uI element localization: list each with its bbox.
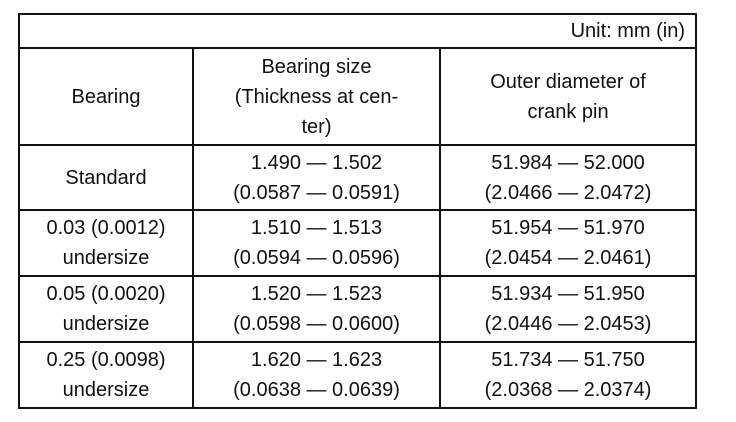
bearing-label: Standard bbox=[65, 166, 147, 189]
bearing-size-mm: 1.520 — 1.523 bbox=[250, 283, 383, 305]
bearing-size-in: (0.0638 — 0.0639) bbox=[233, 379, 400, 401]
unit-row: Unit: mm (in) bbox=[17, 13, 698, 49]
header-outer-diameter: Outer diameter of crank pin bbox=[438, 47, 698, 146]
bearing-cell: 0.25 (0.0098) undersize bbox=[18, 341, 194, 409]
bearing-cell: 0.05 (0.0020) undersize bbox=[18, 275, 194, 343]
outer-diameter-mm: 51.954 — 51.970 bbox=[491, 217, 645, 239]
header-bearing-size-line-2: (Thickness at cen- bbox=[234, 85, 399, 108]
bearing-cell: Standard bbox=[18, 144, 194, 211]
bearing-size-in: (0.0587 — 0.0591) bbox=[233, 181, 400, 204]
outer-diameter-cell: 51.734 — 51.750 (2.0368 — 2.0374) bbox=[438, 341, 698, 409]
bearing-undersize-label: undersize bbox=[62, 313, 150, 335]
header-bearing-size: Bearing size (Thickness at cen- ter) bbox=[192, 47, 441, 146]
bearing-size-cell: 1.620 — 1.623 (0.0638 — 0.0639) bbox=[192, 341, 441, 409]
bearing-size-mm: 1.620 — 1.623 bbox=[250, 349, 383, 371]
unit-note: Unit: mm (in) bbox=[17, 13, 698, 49]
bearing-label: 0.05 (0.0020) bbox=[46, 283, 166, 305]
outer-diameter-in: (2.0368 — 2.0374) bbox=[484, 379, 652, 401]
outer-diameter-mm: 51.734 — 51.750 bbox=[491, 349, 645, 371]
header-bearing-size-line-3: ter) bbox=[301, 115, 332, 138]
table-row: 0.25 (0.0098) undersize 1.620 — 1.623 (0… bbox=[18, 341, 698, 409]
outer-diameter-mm: 51.934 — 51.950 bbox=[491, 283, 645, 305]
bearing-size-cell: 1.520 — 1.523 (0.0598 — 0.0600) bbox=[192, 275, 441, 343]
bearing-size-mm: 1.510 — 1.513 bbox=[250, 217, 383, 239]
outer-diameter-cell: 51.934 — 51.950 (2.0446 — 2.0453) bbox=[438, 275, 698, 343]
table-row: 0.05 (0.0020) undersize 1.520 — 1.523 (0… bbox=[18, 275, 698, 343]
bearing-size-cell: 1.510 — 1.513 (0.0594 — 0.0596) bbox=[192, 209, 441, 277]
bearing-size-mm: 1.490 — 1.502 bbox=[250, 151, 383, 174]
bearing-label: 0.25 (0.0098) bbox=[46, 349, 166, 371]
header-outer-diameter-line-1: Outer diameter of bbox=[490, 70, 646, 93]
header-bearing: Bearing bbox=[18, 47, 194, 146]
bearing-size-cell: 1.490 — 1.502 (0.0587 — 0.0591) bbox=[192, 144, 441, 211]
outer-diameter-in: (2.0446 — 2.0453) bbox=[484, 313, 652, 335]
table-row: Standard 1.490 — 1.502 (0.0587 — 0.0591)… bbox=[18, 144, 698, 211]
bearing-undersize-label: undersize bbox=[62, 247, 150, 269]
outer-diameter-mm: 51.984 — 52.000 bbox=[491, 151, 645, 174]
bearing-size-in: (0.0598 — 0.0600) bbox=[233, 313, 400, 335]
outer-diameter-in: (2.0454 — 2.0461) bbox=[484, 247, 652, 269]
outer-diameter-cell: 51.984 — 52.000 (2.0466 — 2.0472) bbox=[438, 144, 698, 211]
header-row: Bearing Bearing size (Thickness at cen- … bbox=[18, 47, 698, 146]
header-outer-diameter-line-2: crank pin bbox=[527, 100, 609, 123]
outer-diameter-in: (2.0466 — 2.0472) bbox=[484, 181, 652, 204]
header-bearing-size-line-1: Bearing size bbox=[261, 55, 372, 78]
bearing-cell: 0.03 (0.0012) undersize bbox=[18, 209, 194, 277]
bearing-label: 0.03 (0.0012) bbox=[46, 217, 166, 239]
bearing-undersize-label: undersize bbox=[62, 379, 150, 401]
header-bearing-label: Bearing bbox=[71, 85, 141, 108]
outer-diameter-cell: 51.954 — 51.970 (2.0454 — 2.0461) bbox=[438, 209, 698, 277]
table-row: 0.03 (0.0012) undersize 1.510 — 1.513 (0… bbox=[18, 209, 698, 277]
bearing-spec-table: Unit: mm (in) Bearing Bearing size (Thic… bbox=[17, 13, 698, 409]
bearing-size-in: (0.0594 — 0.0596) bbox=[233, 247, 400, 269]
